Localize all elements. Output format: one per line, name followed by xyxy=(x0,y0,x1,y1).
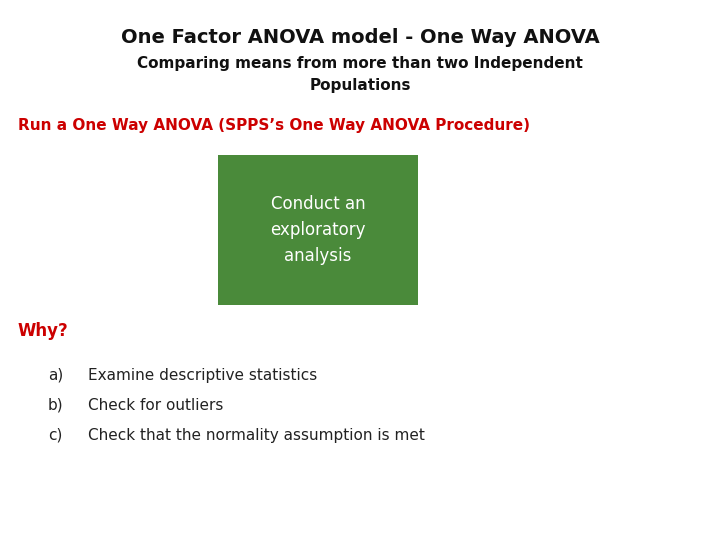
Text: Check that the normality assumption is met: Check that the normality assumption is m… xyxy=(88,428,425,443)
Text: Comparing means from more than two Independent: Comparing means from more than two Indep… xyxy=(137,56,583,71)
Text: Check for outliers: Check for outliers xyxy=(88,398,223,413)
Text: Examine descriptive statistics: Examine descriptive statistics xyxy=(88,368,318,383)
Text: Conduct an
exploratory
analysis: Conduct an exploratory analysis xyxy=(270,194,366,265)
Text: Populations: Populations xyxy=(310,78,410,93)
Text: a): a) xyxy=(48,368,63,383)
Text: One Factor ANOVA model - One Way ANOVA: One Factor ANOVA model - One Way ANOVA xyxy=(121,28,599,47)
FancyBboxPatch shape xyxy=(218,155,418,305)
Text: Run a One Way ANOVA (SPPS’s One Way ANOVA Procedure): Run a One Way ANOVA (SPPS’s One Way ANOV… xyxy=(18,118,530,133)
Text: b): b) xyxy=(48,398,63,413)
Text: c): c) xyxy=(48,428,63,443)
Text: Why?: Why? xyxy=(18,322,68,340)
